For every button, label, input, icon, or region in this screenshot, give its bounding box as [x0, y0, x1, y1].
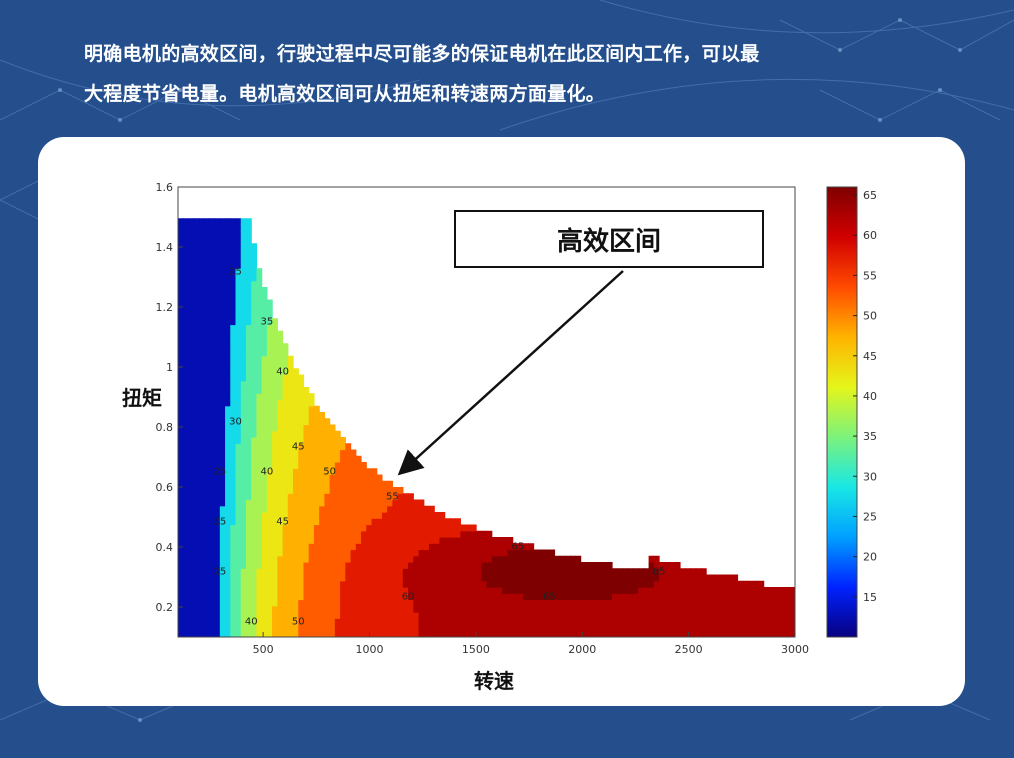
contour-label: 55: [386, 492, 399, 503]
contour-label: 65: [653, 567, 666, 578]
efficiency-contour-chart: 25 25 25 30 25 40 40 35 45 40 50 45 50 55 60 65 65 65 500 1…: [156, 181, 878, 656]
x-tick-label: 2500: [675, 643, 703, 656]
contour-label: 25: [229, 267, 242, 278]
x-tick-label: 2000: [568, 643, 596, 656]
y-tick-label: 0.2: [156, 601, 174, 614]
x-tick-label: 500: [253, 643, 274, 656]
colorbar-tick-label: 15: [863, 591, 877, 604]
y-ticks: 0.2 0.4 0.6 0.8 1 1.2 1.4 1.6: [156, 181, 183, 614]
y-tick-label: 0.6: [156, 481, 174, 494]
contour-label: 40: [276, 367, 289, 378]
colorbar-tick-label: 40: [863, 390, 877, 403]
contour-label: 25: [213, 567, 226, 578]
colorbar-gradient: [826, 186, 858, 638]
colorbar-tick-label: 65: [863, 189, 877, 202]
plot-border: [177, 186, 796, 638]
intro-text: 明确电机的高效区间，行驶过程中尽可能多的保证电机在此区间内工作，可以最 大程度节…: [84, 34, 944, 114]
colorbar: 15 20 25 30 35 40 45 50 55 60 65: [826, 186, 877, 638]
contour-label: 30: [229, 417, 242, 428]
efficiency-zone-callout: 高效区间: [454, 210, 764, 268]
colorbar-tick-label: 60: [863, 229, 877, 242]
y-tick-label: 1.6: [156, 181, 174, 194]
contour-label: 65: [543, 592, 556, 603]
x-ticks: 500 1000 1500 2000 2500 3000: [253, 632, 809, 656]
colorbar-tick-label: 35: [863, 430, 877, 443]
colorbar-tick-label: 50: [863, 310, 877, 323]
contour-label: 25: [213, 467, 226, 478]
contour-label: 40: [261, 467, 274, 478]
contour-label: 25: [213, 517, 226, 528]
contour-label: 65: [512, 542, 525, 553]
colorbar-tick-label: 55: [863, 269, 877, 282]
colorbar-tick-label: 30: [863, 470, 877, 483]
contour-label: 35: [261, 317, 274, 328]
y-axis-title: 扭矩: [122, 386, 162, 410]
y-tick-label: 0.4: [156, 541, 174, 554]
x-axis-title: 转速: [474, 669, 514, 693]
contour-label: 45: [292, 442, 305, 453]
contour-label: 40: [245, 617, 258, 628]
x-tick-label: 1000: [355, 643, 383, 656]
contour-field: [178, 218, 795, 637]
y-tick-label: 1.4: [156, 241, 174, 254]
contour-label: 60: [402, 592, 415, 603]
y-tick-label: 1: [166, 361, 173, 374]
y-tick-label: 1.2: [156, 301, 174, 314]
chart-card: 25 25 25 30 25 40 40 35 45 40 50 45 50 55 60 65 65 65 500 1…: [38, 137, 965, 706]
y-tick-label: 0.8: [156, 421, 174, 434]
x-tick-label: 1500: [462, 643, 490, 656]
contour-label: 45: [276, 517, 289, 528]
contour-label: 50: [323, 467, 336, 478]
colorbar-tick-label: 20: [863, 551, 877, 564]
x-tick-label: 3000: [781, 643, 809, 656]
intro-line-2: 大程度节省电量。电机高效区间可从扭矩和转速两方面量化。: [84, 83, 606, 105]
colorbar-tick-label: 25: [863, 510, 877, 523]
contour-labels: 25 25 25 30 25 40 40 35 45 40 50 45 50 55 60 65 65 65: [213, 267, 665, 628]
intro-line-1: 明确电机的高效区间，行驶过程中尽可能多的保证电机在此区间内工作，可以最: [84, 43, 760, 65]
colorbar-tick-label: 45: [863, 350, 877, 363]
contour-label: 50: [292, 617, 305, 628]
callout-arrow: [397, 270, 624, 476]
